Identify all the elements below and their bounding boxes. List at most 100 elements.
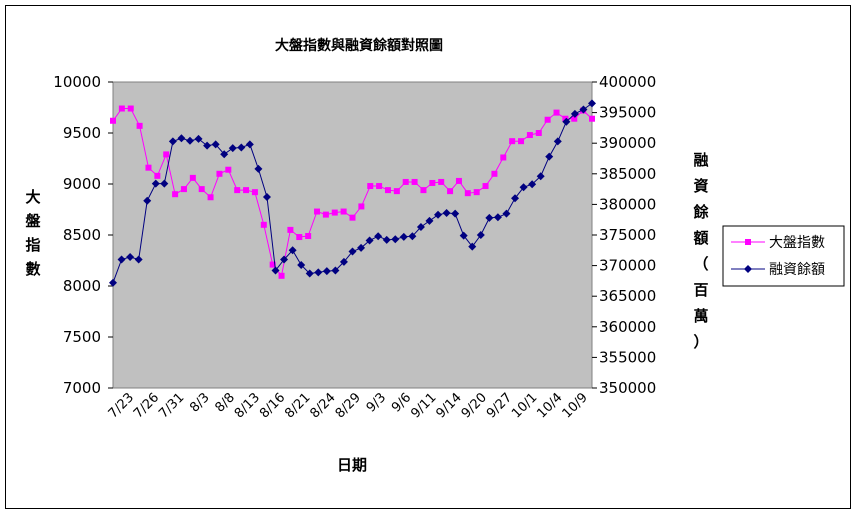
index-point [464,190,471,197]
margin-point [545,152,554,161]
right-tick-label: 375000 [599,226,656,244]
index-point [163,151,170,158]
axis-title-char: （ [693,255,708,273]
margin-point [322,267,331,276]
index-point [322,211,329,218]
right-tick-label: 400000 [599,73,656,91]
margin-point [374,232,383,241]
margin-point [399,232,408,241]
margin-point [314,268,323,277]
left-tick-label: 9500 [63,124,101,142]
left-tick-label: 9000 [63,175,101,193]
margin-point [228,144,237,153]
margin-point [451,209,460,218]
legend: 大盤指數 融資餘額 [722,225,845,287]
index-point [393,188,400,195]
index-point [500,154,507,161]
margin-point [305,269,314,278]
margin-point [211,140,220,149]
margin-point [203,141,212,150]
margin-point [134,255,143,264]
legend-label-margin: 融資餘額 [769,261,825,278]
margin-point [434,210,443,219]
axis-title-char: ） [693,333,708,351]
index-point [145,164,152,171]
margin-point [237,143,246,152]
margin-point [365,236,374,245]
margin-point [109,278,117,287]
margin-point [528,180,537,189]
margin-point [331,266,340,275]
index-point [154,172,161,179]
axis-title-char: 大 [25,188,40,206]
margin-point [579,105,588,114]
legend-marker-index [745,239,751,245]
margin-point [502,209,511,218]
index-point [411,178,418,185]
index-point [110,117,116,124]
right-tick-label: 380000 [599,195,656,213]
index-point [278,272,285,279]
index-point [447,188,454,195]
margin-point [485,213,494,222]
plot-area [112,81,593,389]
index-point [376,183,383,190]
index-point [349,214,356,221]
margin-point [476,231,485,239]
index-point [180,186,187,193]
right-tick-label: 395000 [599,104,656,122]
margin-point [536,172,545,181]
margin-point [519,183,528,192]
index-point [269,261,276,268]
margin-point [588,99,596,108]
index-point [305,233,312,240]
margin-point [151,179,160,188]
margin-point [297,260,306,269]
margin-point [262,193,271,202]
index-point [340,208,347,215]
axis-title-char: 百 [693,281,708,299]
axis-title-char: 指 [25,236,40,254]
margin-point [143,196,152,205]
left-tick-label: 7500 [63,328,101,346]
margin-point [416,223,425,232]
index-point [198,186,205,193]
margin-point [126,253,135,262]
index-point [491,170,498,177]
margin-point [288,246,297,255]
left-tick-label: 8000 [63,277,101,295]
left-tick-label: 7000 [63,379,101,397]
index-point [136,122,143,129]
right-axis-title: 融資餘額 （ 百萬 ） [692,151,709,351]
index-point [571,115,578,122]
margin-point [185,136,194,145]
axis-title-char: 盤 [24,212,41,230]
index-point [526,132,533,139]
right-tick-label: 350000 [599,379,656,397]
index-point [189,174,196,181]
index-point [589,115,595,122]
legend-label-index: 大盤指數 [769,235,825,251]
index-point [509,138,516,145]
left-tick-label: 8500 [63,226,101,244]
index-point [314,208,321,215]
index-point [482,183,489,190]
margin-point [271,266,280,275]
right-axis-ticks: 350000 355000 360000 365000 370000 375000 3800… [592,73,656,397]
axis-title-char: 資 [693,177,708,195]
left-axis-title: 大盤指數 [24,188,41,278]
right-tick-label: 370000 [599,257,656,275]
index-point [118,105,125,112]
margin-point [408,232,417,241]
legend-box [722,225,845,287]
margin-point [357,243,366,252]
left-axis-ticks: 7000 7500 8000 8500 9000 9500 10000 [53,73,113,397]
index-point [402,178,409,185]
index-point [216,170,223,177]
index-point [429,179,436,186]
legend-marker-margin [744,265,752,273]
margin-point [570,109,579,118]
index-point [207,194,214,201]
